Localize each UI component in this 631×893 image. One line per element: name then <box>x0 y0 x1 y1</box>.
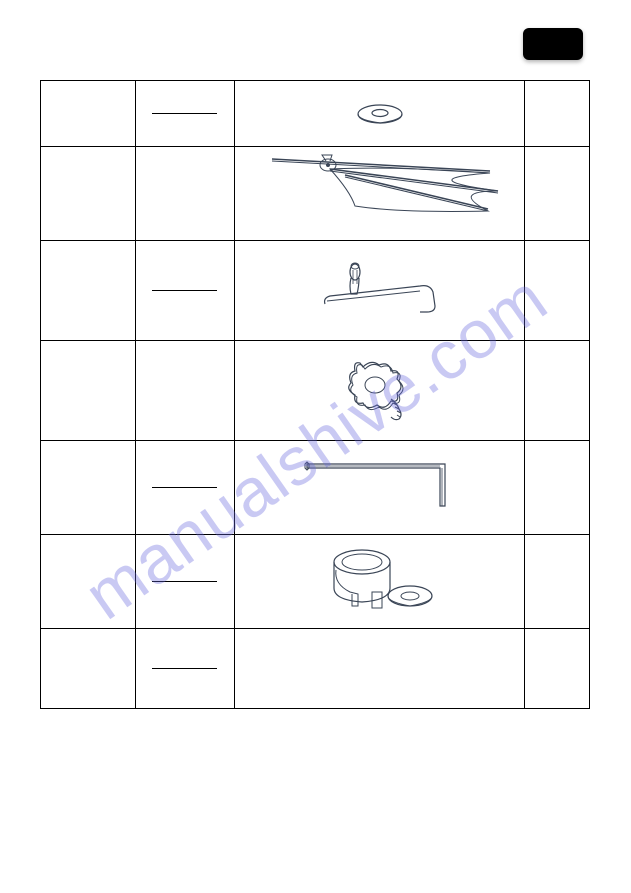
cell-illustration <box>235 241 525 341</box>
cell-qty <box>525 629 590 709</box>
cell-label <box>135 81 235 147</box>
washer-icon <box>239 98 520 130</box>
cell-illustration <box>235 629 525 709</box>
label-line <box>152 113 217 114</box>
cell-illustration <box>235 81 525 147</box>
cell-label <box>135 147 235 241</box>
label-line <box>152 290 217 291</box>
label-line <box>152 487 217 488</box>
cell-label <box>135 441 235 535</box>
cell-label <box>135 241 235 341</box>
cell-label <box>135 535 235 629</box>
cell-index <box>41 81 136 147</box>
cell-index <box>41 341 136 441</box>
cell-index <box>41 535 136 629</box>
table-row <box>41 147 590 241</box>
cell-illustration <box>235 535 525 629</box>
cell-illustration <box>235 341 525 441</box>
label-line <box>152 668 217 669</box>
table-row <box>41 81 590 147</box>
hex-key-icon <box>239 458 520 518</box>
table-row <box>41 629 590 709</box>
cell-qty <box>525 441 590 535</box>
cell-index <box>41 241 136 341</box>
page-number-badge <box>523 28 583 60</box>
knob-screw-icon <box>239 351 520 431</box>
cell-qty <box>525 341 590 441</box>
cell-index <box>41 629 136 709</box>
cell-qty <box>525 241 590 341</box>
cell-illustration <box>235 147 525 241</box>
pole-cap-insert-icon <box>239 544 520 619</box>
cell-index <box>41 441 136 535</box>
label-line <box>152 581 217 582</box>
table-row <box>41 535 590 629</box>
table-row <box>41 241 590 341</box>
cell-qty <box>525 81 590 147</box>
parts-table <box>40 80 590 709</box>
crank-handle-icon <box>239 256 520 326</box>
cell-label <box>135 629 235 709</box>
cell-index <box>41 147 136 241</box>
cell-illustration <box>235 441 525 535</box>
table-row <box>41 441 590 535</box>
umbrella-canopy-icon <box>239 151 520 236</box>
table-row <box>41 341 590 441</box>
cell-label <box>135 341 235 441</box>
cell-qty <box>525 147 590 241</box>
cell-qty <box>525 535 590 629</box>
